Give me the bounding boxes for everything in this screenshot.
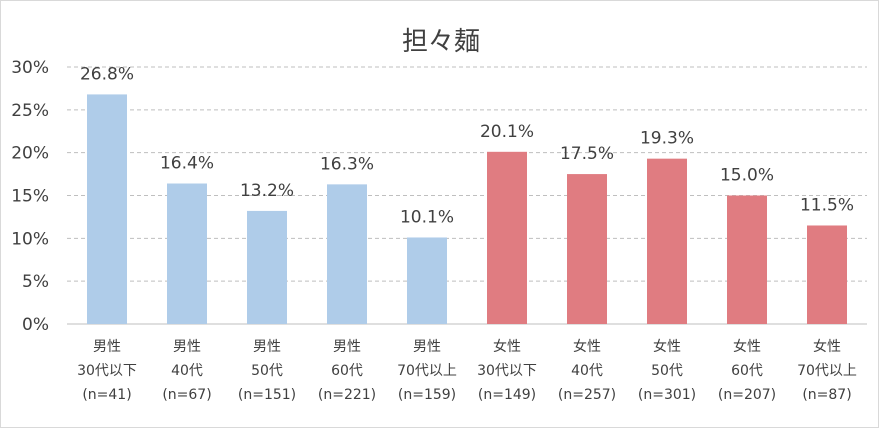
data-label: 11.5% <box>800 195 854 215</box>
x-tick-label: (n=67) <box>162 387 211 403</box>
data-label: 16.3% <box>320 154 374 174</box>
x-tick-label: 30代以下 <box>77 363 137 379</box>
x-tick-label: 男性 <box>413 339 441 355</box>
x-tick-label: 60代 <box>331 363 363 379</box>
data-label: 15.0% <box>720 166 774 186</box>
x-tick-label: (n=149) <box>478 387 536 403</box>
x-tick-label: 男性 <box>253 339 281 355</box>
bar <box>807 225 847 324</box>
bar <box>727 195 767 324</box>
data-label: 13.2% <box>240 181 294 201</box>
data-label: 19.3% <box>640 129 694 149</box>
bar <box>87 94 127 324</box>
y-tick-label: 15% <box>11 187 49 207</box>
y-axis-ticks: 0% 5% 10% 15% 20% 25% 30% <box>11 58 49 335</box>
x-tick-label: 男性 <box>333 339 361 355</box>
data-label: 10.1% <box>400 207 454 227</box>
x-tick-label: 女性 <box>733 338 761 355</box>
data-labels: 26.8% 16.4% 13.2% 16.3% 10.1% 20.1% 17.5% 19.3%… <box>80 64 854 227</box>
x-tick-label: 男性 <box>93 339 121 355</box>
x-tick-label: (n=207) <box>718 387 776 403</box>
x-tick-label: 40代 <box>171 363 203 379</box>
y-tick-label: 25% <box>11 101 49 121</box>
bar <box>167 183 207 324</box>
x-tick-label: 70代以上 <box>397 363 457 379</box>
bar <box>567 174 607 324</box>
bar <box>327 184 367 324</box>
x-tick-label: (n=87) <box>802 387 851 403</box>
data-label: 16.4% <box>160 154 214 174</box>
x-tick-label: 60代 <box>731 363 763 379</box>
y-tick-label: 20% <box>11 144 49 164</box>
bar <box>647 158 687 324</box>
x-axis-labels: 男性 30代以下 (n=41) 男性 40代 (n=67) 男性 50代 (n=151) 男性 60… <box>77 338 857 403</box>
x-tick-label: 30代以下 <box>477 363 537 379</box>
y-tick-label: 5% <box>22 272 49 292</box>
y-tick-label: 30% <box>11 58 49 78</box>
x-tick-label: 女性 <box>493 338 521 355</box>
x-tick-label: 50代 <box>251 363 283 379</box>
data-label: 17.5% <box>560 144 614 164</box>
bar <box>247 210 287 324</box>
x-tick-label: (n=257) <box>558 387 616 403</box>
x-tick-label: 女性 <box>813 338 841 355</box>
x-tick-label: 男性 <box>173 339 201 355</box>
x-tick-label: (n=221) <box>318 387 376 403</box>
x-tick-label: 女性 <box>573 338 601 355</box>
y-tick-label: 0% <box>22 315 49 335</box>
x-tick-label: 70代以上 <box>797 363 857 379</box>
x-tick-label: 女性 <box>653 338 681 355</box>
x-tick-label: 40代 <box>571 363 603 379</box>
x-tick-label: (n=151) <box>238 387 296 403</box>
x-tick-label: 50代 <box>651 363 683 379</box>
data-label: 26.8% <box>80 64 134 84</box>
x-tick-label: (n=301) <box>638 387 696 403</box>
bar <box>487 151 527 324</box>
x-tick-label: (n=41) <box>82 387 131 403</box>
data-label: 20.1% <box>480 122 534 142</box>
bars <box>87 94 847 324</box>
bar <box>407 237 447 324</box>
x-tick-label: (n=159) <box>398 387 456 403</box>
chart-title: 担々麺 <box>402 27 480 57</box>
y-tick-label: 10% <box>11 229 49 249</box>
